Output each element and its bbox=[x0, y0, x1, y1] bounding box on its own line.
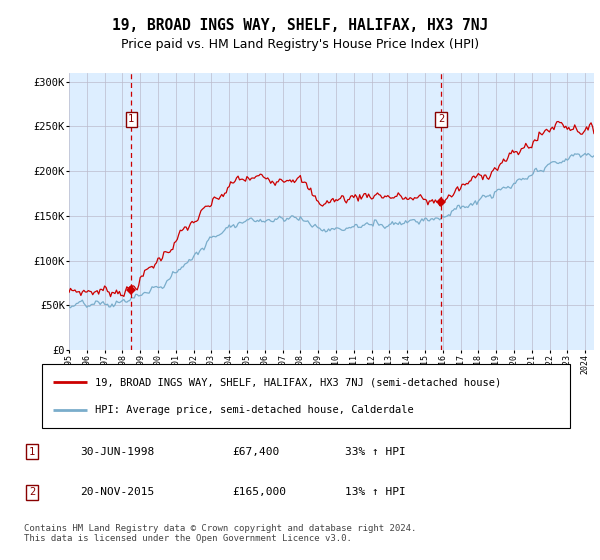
FancyBboxPatch shape bbox=[42, 364, 570, 428]
Text: £165,000: £165,000 bbox=[232, 487, 286, 497]
Text: Contains HM Land Registry data © Crown copyright and database right 2024.
This d: Contains HM Land Registry data © Crown c… bbox=[24, 524, 416, 543]
Bar bbox=[131, 73, 600, 350]
Text: 1: 1 bbox=[128, 114, 134, 124]
Text: £67,400: £67,400 bbox=[232, 447, 280, 457]
Text: 33% ↑ HPI: 33% ↑ HPI bbox=[345, 447, 406, 457]
Text: Price paid vs. HM Land Registry's House Price Index (HPI): Price paid vs. HM Land Registry's House … bbox=[121, 38, 479, 52]
Text: 2: 2 bbox=[438, 114, 444, 124]
Text: 2: 2 bbox=[29, 487, 35, 497]
Text: 19, BROAD INGS WAY, SHELF, HALIFAX, HX3 7NJ: 19, BROAD INGS WAY, SHELF, HALIFAX, HX3 … bbox=[112, 18, 488, 32]
Text: 13% ↑ HPI: 13% ↑ HPI bbox=[345, 487, 406, 497]
Text: 1: 1 bbox=[29, 447, 35, 457]
Text: 20-NOV-2015: 20-NOV-2015 bbox=[80, 487, 154, 497]
Text: 30-JUN-1998: 30-JUN-1998 bbox=[80, 447, 154, 457]
Text: HPI: Average price, semi-detached house, Calderdale: HPI: Average price, semi-detached house,… bbox=[95, 405, 413, 416]
Text: 19, BROAD INGS WAY, SHELF, HALIFAX, HX3 7NJ (semi-detached house): 19, BROAD INGS WAY, SHELF, HALIFAX, HX3 … bbox=[95, 377, 501, 387]
